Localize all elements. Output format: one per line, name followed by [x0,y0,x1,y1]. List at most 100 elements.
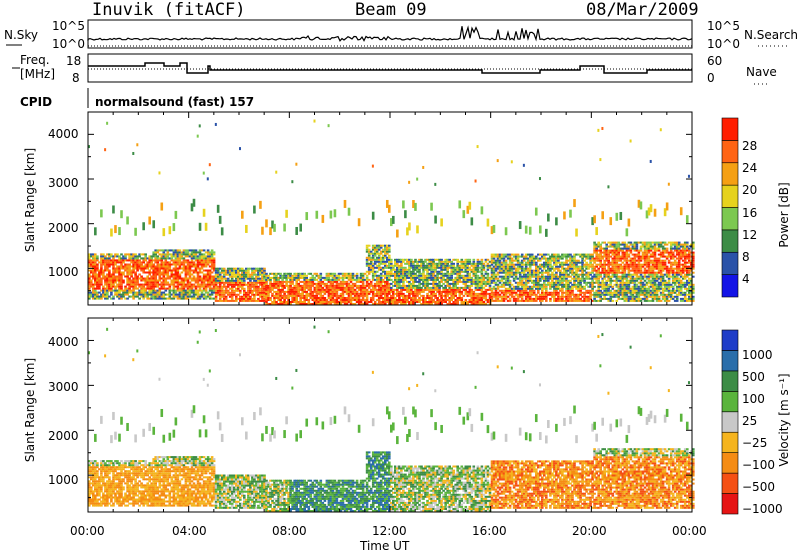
power-cell [331,286,335,289]
power-cell [190,249,194,252]
power-cell [251,277,254,280]
power-cell [92,277,95,280]
power-cell [349,299,353,301]
power-cell [122,293,125,296]
power-cell [190,257,194,260]
power-cell [210,283,214,286]
power-cell [251,275,254,278]
power-cell [418,280,421,283]
power-cell [325,301,329,303]
power-cell [412,266,415,269]
power-cell [587,281,590,284]
power-cell [506,287,510,290]
power-cell [152,269,155,272]
power-cell [218,215,222,224]
power-cell [347,282,351,285]
power-cell [553,277,556,280]
power-cell [593,265,596,268]
power-cell [472,272,476,275]
power-cell [327,301,331,303]
power-cell [396,292,399,295]
power-cell [474,268,478,271]
power-cell [305,278,308,281]
power-cell [605,285,608,288]
power-cell [496,287,500,290]
power-cell [118,297,121,300]
power-cell [249,291,252,294]
power-cell [537,281,540,284]
power-cell [182,251,186,254]
power-cell [494,289,498,292]
power-cell [291,294,294,297]
power-cell [162,251,166,254]
power-cell [148,257,151,260]
power-cell [261,287,264,290]
power-cell [120,273,123,276]
power-cell [474,272,478,275]
power-cell [110,281,113,284]
power-cell [100,283,103,286]
power-cell [625,265,629,268]
power-cell [204,261,208,264]
power-cell [128,279,131,282]
power-cell [172,223,176,232]
power-cell [249,295,252,298]
power-cell [456,268,459,271]
power-cell [563,263,566,266]
power-cell [603,263,606,266]
power-cell [241,295,244,298]
power-cell [599,245,602,248]
power-cell [168,269,172,272]
power-cell [192,295,196,298]
power-cell [265,278,268,281]
power-cell [160,263,164,266]
power-cell [263,273,266,276]
power-cell [148,265,151,268]
power-cell [496,263,500,266]
power-cell [116,265,119,268]
power-cell [496,299,500,302]
power-cell [285,294,288,297]
power-cell [593,261,596,264]
power-cell [265,284,268,287]
power-cell [88,273,91,276]
power-cell [381,268,385,271]
power-cell [520,267,524,270]
power-cell [263,277,266,280]
power-cell [226,273,230,276]
power-cell [192,257,196,260]
power-cell [140,261,143,264]
power-cell [239,275,242,278]
power-cell [579,253,582,256]
power-cell [156,255,160,258]
power-cell [172,289,176,292]
power-cell [241,267,244,270]
power-cell [494,281,498,284]
power-cell [305,292,308,295]
power-cell [456,290,459,293]
power-cell [182,253,186,256]
power-cell [194,277,198,280]
power-cell [428,268,431,271]
power-cell [384,266,387,269]
power-cell [400,272,403,275]
power-cell [561,255,564,258]
power-cell [116,285,119,288]
power-cell [494,273,498,276]
power-cell [516,271,520,274]
power-cell [367,248,371,251]
power-cell [514,255,518,258]
power-cell [516,255,520,258]
power-cell [377,262,381,265]
power-cell [100,289,103,292]
power-cell [416,280,419,283]
power-cell [617,263,621,266]
power-cell [470,270,474,273]
power-cell [575,295,578,298]
power-cell [359,290,363,293]
power-cell [377,246,381,249]
power-cell [116,289,119,292]
power-cell [351,276,355,279]
power-cell [186,295,190,298]
power-cell [522,281,526,284]
